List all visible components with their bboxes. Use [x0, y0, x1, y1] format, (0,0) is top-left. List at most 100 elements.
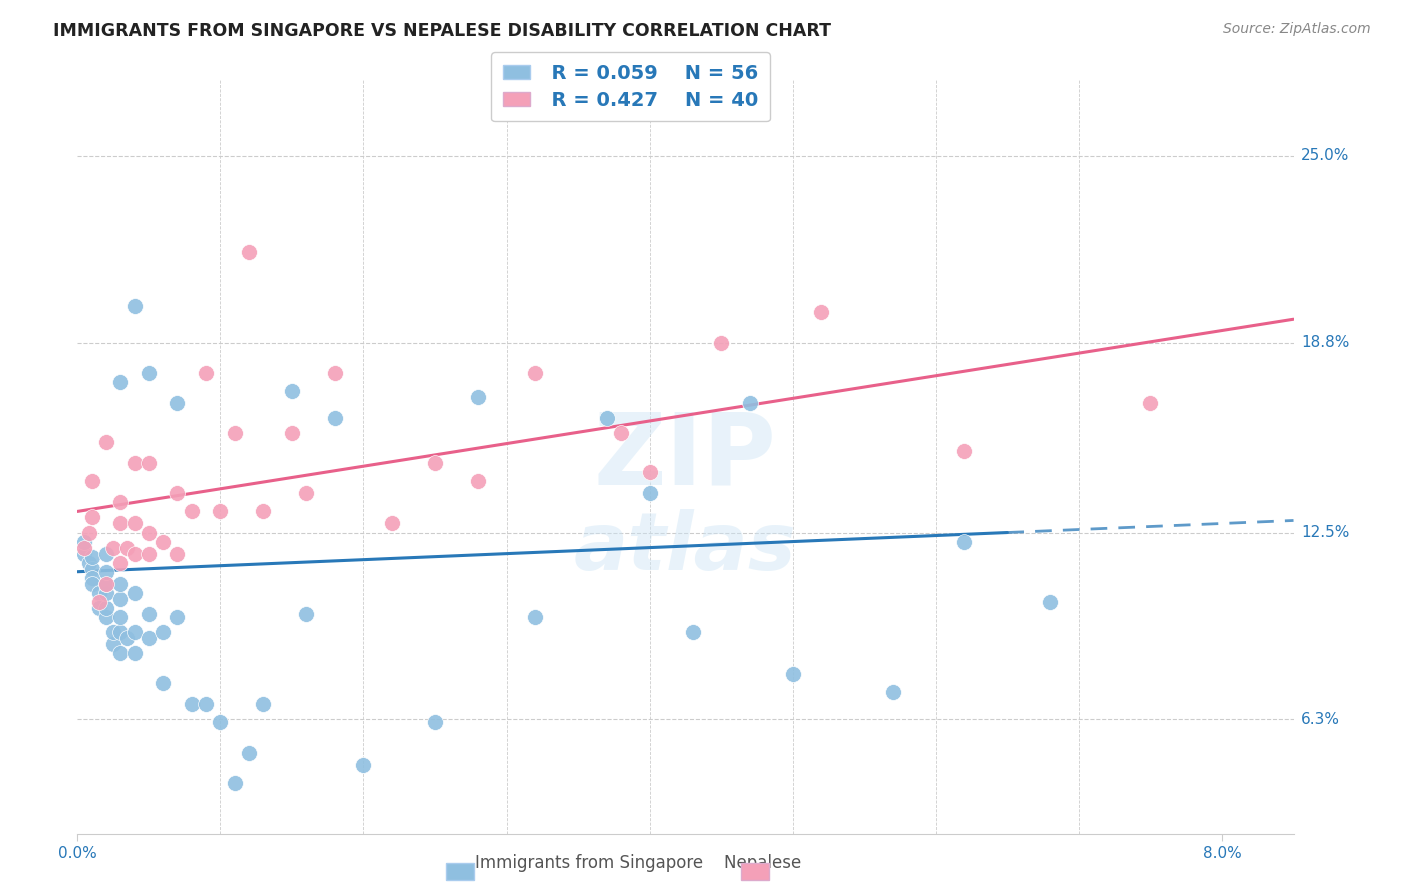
Point	[117, 631, 139, 645]
Point	[124, 586, 146, 600]
Point	[110, 495, 132, 509]
Point	[94, 576, 117, 591]
Point	[77, 525, 100, 540]
Point	[738, 396, 761, 410]
Point	[295, 486, 318, 500]
Point	[224, 776, 246, 790]
Point	[467, 390, 489, 404]
Point	[882, 685, 904, 699]
Point	[180, 698, 202, 712]
Point	[80, 562, 103, 576]
Text: IMMIGRANTS FROM SINGAPORE VS NEPALESE DISABILITY CORRELATION CHART: IMMIGRANTS FROM SINGAPORE VS NEPALESE DI…	[53, 22, 831, 40]
Point	[138, 607, 160, 621]
Point	[87, 600, 110, 615]
Point	[152, 625, 174, 640]
Point	[638, 465, 661, 479]
Point	[94, 610, 117, 624]
Point	[94, 547, 117, 561]
Point	[323, 411, 346, 425]
Point	[782, 667, 804, 681]
Point	[73, 541, 96, 555]
Point	[252, 504, 274, 518]
Point	[94, 435, 117, 450]
Point	[124, 646, 146, 660]
Legend:   R = 0.059    N = 56,   R = 0.427    N = 40: R = 0.059 N = 56, R = 0.427 N = 40	[492, 53, 770, 121]
Point	[138, 456, 160, 470]
Point	[195, 698, 218, 712]
Text: atlas: atlas	[574, 508, 797, 587]
Point	[110, 625, 132, 640]
Point	[710, 335, 733, 350]
Point	[80, 475, 103, 489]
Point	[117, 541, 139, 555]
Point	[87, 586, 110, 600]
Point	[110, 591, 132, 606]
Point	[638, 486, 661, 500]
Point	[596, 411, 619, 425]
Text: 25.0%: 25.0%	[1301, 148, 1350, 163]
Point	[124, 625, 146, 640]
Point	[195, 366, 218, 380]
Point	[73, 547, 96, 561]
Point	[953, 444, 976, 458]
Text: Source: ZipAtlas.com: Source: ZipAtlas.com	[1223, 22, 1371, 37]
Point	[238, 245, 260, 260]
Point	[281, 384, 304, 398]
Point	[138, 525, 160, 540]
Point	[80, 571, 103, 585]
Point	[80, 549, 103, 564]
Point	[138, 547, 160, 561]
Point	[152, 534, 174, 549]
Point	[80, 510, 103, 524]
Point	[110, 556, 132, 570]
Point	[224, 425, 246, 440]
Point	[166, 486, 188, 500]
Point	[381, 516, 404, 531]
Point	[209, 715, 232, 730]
Point	[110, 646, 132, 660]
Point	[94, 600, 117, 615]
Point	[101, 625, 124, 640]
Text: ZIP: ZIP	[593, 409, 778, 506]
Point	[524, 366, 547, 380]
Point	[323, 366, 346, 380]
Point	[124, 516, 146, 531]
Point	[124, 456, 146, 470]
Point	[110, 610, 132, 624]
Text: Immigrants from Singapore: Immigrants from Singapore	[475, 855, 703, 872]
Point	[138, 366, 160, 380]
Point	[166, 396, 188, 410]
Text: 12.5%: 12.5%	[1301, 525, 1350, 540]
Point	[166, 610, 188, 624]
Point	[610, 425, 633, 440]
Point	[138, 631, 160, 645]
Point	[124, 299, 146, 313]
Point	[77, 556, 100, 570]
Point	[1139, 396, 1161, 410]
Point	[810, 305, 832, 319]
Point	[152, 676, 174, 690]
Point	[94, 586, 117, 600]
Text: 6.3%: 6.3%	[1301, 712, 1340, 727]
Point	[1039, 595, 1062, 609]
Point	[682, 625, 704, 640]
Point	[110, 516, 132, 531]
Point	[423, 715, 446, 730]
Point	[953, 534, 976, 549]
Point	[423, 456, 446, 470]
Point	[110, 576, 132, 591]
Text: Nepalese: Nepalese	[703, 855, 801, 872]
Point	[101, 637, 124, 651]
Point	[94, 565, 117, 579]
Point	[180, 504, 202, 518]
Point	[94, 576, 117, 591]
Point	[87, 595, 110, 609]
Point	[209, 504, 232, 518]
Point	[238, 746, 260, 760]
Point	[467, 475, 489, 489]
Point	[281, 425, 304, 440]
Point	[124, 547, 146, 561]
Point	[80, 576, 103, 591]
Point	[295, 607, 318, 621]
Point	[101, 541, 124, 555]
